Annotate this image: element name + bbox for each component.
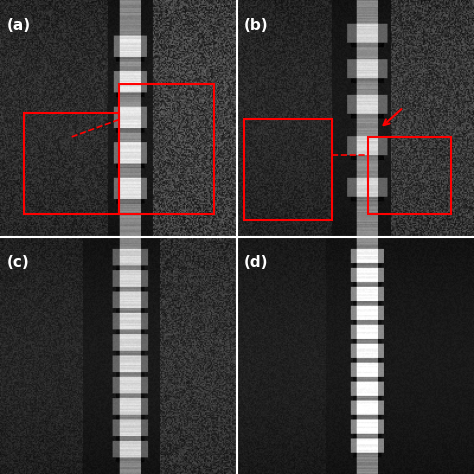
Bar [24,113,119,214]
Text: (d): (d) [244,255,268,270]
Bar [119,83,214,214]
Bar [244,119,332,220]
Text: (a): (a) [7,18,31,33]
Bar [368,137,451,214]
Text: (c): (c) [7,255,29,270]
Text: (b): (b) [244,18,268,33]
